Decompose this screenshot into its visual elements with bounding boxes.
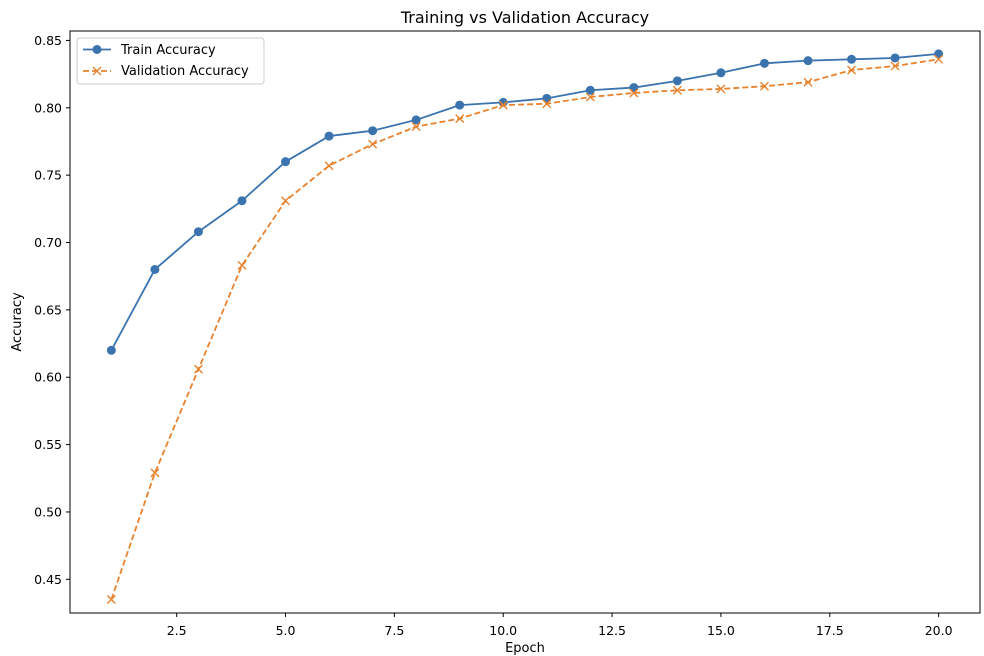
validation-accuracy-point <box>585 92 595 102</box>
y-axis-label: Accuracy <box>10 292 25 352</box>
x-tick-label: 5.0 <box>276 623 296 638</box>
validation-accuracy-point <box>498 100 508 110</box>
y-tick-label: 0.70 <box>34 235 62 250</box>
y-tick-label: 0.75 <box>34 168 62 183</box>
y-tick-label: 0.50 <box>34 504 62 519</box>
validation-accuracy-point <box>890 61 900 71</box>
x-axis-label: Epoch <box>505 641 545 656</box>
validation-accuracy-point <box>934 54 944 64</box>
x-axis: 2.5 5.0 7.5 10.0 12.5 15.0 17.5 20.0 <box>167 613 953 638</box>
train-accuracy-line <box>110 53 939 351</box>
validation-accuracy-point <box>716 84 726 94</box>
validation-accuracy-point <box>193 364 203 374</box>
legend-box <box>76 37 265 85</box>
legend-validation-label: Validation Accuracy <box>121 64 249 79</box>
validation-accuracy-line <box>110 58 939 600</box>
y-tick-label: 0.55 <box>34 437 62 452</box>
x-tick-label: 12.5 <box>598 623 626 638</box>
train-accuracy-point <box>716 68 726 78</box>
series-layer <box>106 49 944 605</box>
legend-validation-marker <box>92 66 102 76</box>
chart-title: Training vs Validation Accuracy <box>400 8 649 27</box>
validation-accuracy-point <box>803 77 813 87</box>
y-tick-label: 0.65 <box>34 302 62 317</box>
train-accuracy-point <box>411 115 421 125</box>
legend: Train Accuracy Validation Accuracy <box>76 37 265 85</box>
validation-accuracy-point <box>281 196 291 206</box>
validation-accuracy-point <box>542 99 552 109</box>
validation-accuracy-point <box>672 85 682 95</box>
validation-accuracy-point <box>455 114 465 124</box>
x-tick-label: 2.5 <box>167 623 187 638</box>
validation-accuracy-point <box>237 260 247 270</box>
y-tick-label: 0.85 <box>34 33 62 48</box>
validation-accuracy-point <box>324 161 334 171</box>
validation-accuracy-point <box>759 81 769 91</box>
train-accuracy-point <box>759 58 769 68</box>
validation-accuracy-point <box>368 139 378 149</box>
plot-frame <box>69 30 981 614</box>
train-accuracy-point <box>585 85 595 95</box>
x-tick-label: 7.5 <box>384 623 404 638</box>
train-accuracy-point <box>106 345 116 355</box>
train-accuracy-point <box>672 76 682 86</box>
train-accuracy-point <box>237 196 247 206</box>
train-accuracy-point <box>890 53 900 63</box>
x-tick-label: 20.0 <box>925 623 953 638</box>
y-tick-label: 0.45 <box>34 572 62 587</box>
validation-accuracy-point <box>106 595 116 605</box>
validation-accuracy-point <box>847 65 857 75</box>
y-axis: 0.45 0.50 0.55 0.60 0.65 0.70 0.75 0.80 0.85 <box>34 33 70 587</box>
legend-train-marker <box>92 45 102 54</box>
legend-train-label: Train Accuracy <box>120 43 216 58</box>
validation-accuracy-point <box>629 88 639 98</box>
train-accuracy-point <box>150 264 160 274</box>
y-tick-label: 0.80 <box>34 100 62 115</box>
x-tick-label: 17.5 <box>816 623 844 638</box>
train-accuracy-point <box>368 126 378 136</box>
train-accuracy-point <box>455 100 465 110</box>
train-accuracy-point <box>847 54 857 64</box>
train-accuracy-point <box>193 227 203 237</box>
train-accuracy-point <box>324 131 334 141</box>
x-tick-label: 10.0 <box>489 623 517 638</box>
y-tick-label: 0.60 <box>34 370 62 385</box>
x-tick-label: 15.0 <box>707 623 735 638</box>
validation-accuracy-point <box>411 122 421 132</box>
validation-accuracy-point <box>150 468 160 478</box>
train-accuracy-point <box>281 157 291 167</box>
train-accuracy-point <box>803 56 813 66</box>
